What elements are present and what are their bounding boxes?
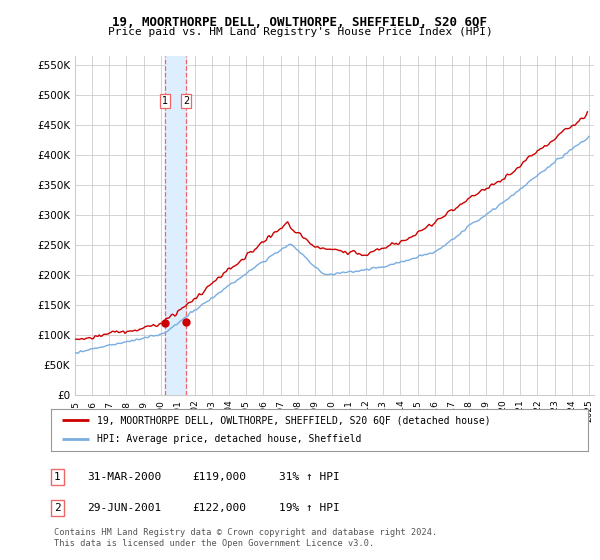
Text: 19% ↑ HPI: 19% ↑ HPI [279, 503, 340, 513]
Text: 31-MAR-2000: 31-MAR-2000 [87, 472, 161, 482]
Text: £119,000: £119,000 [192, 472, 246, 482]
Text: 1: 1 [54, 472, 61, 482]
Text: £122,000: £122,000 [192, 503, 246, 513]
Text: 1: 1 [162, 96, 168, 106]
Text: HPI: Average price, detached house, Sheffield: HPI: Average price, detached house, Shef… [97, 435, 361, 445]
Text: 19, MOORTHORPE DELL, OWLTHORPE, SHEFFIELD, S20 6QF (detached house): 19, MOORTHORPE DELL, OWLTHORPE, SHEFFIEL… [97, 415, 490, 425]
Text: 2: 2 [183, 96, 190, 106]
Text: 19, MOORTHORPE DELL, OWLTHORPE, SHEFFIELD, S20 6QF: 19, MOORTHORPE DELL, OWLTHORPE, SHEFFIEL… [113, 16, 487, 29]
Text: 2: 2 [54, 503, 61, 513]
Text: 31% ↑ HPI: 31% ↑ HPI [279, 472, 340, 482]
Text: Price paid vs. HM Land Registry's House Price Index (HPI): Price paid vs. HM Land Registry's House … [107, 27, 493, 37]
Bar [165, 56, 187, 395]
Text: Contains HM Land Registry data © Crown copyright and database right 2024.
This d: Contains HM Land Registry data © Crown c… [54, 528, 437, 548]
Text: 29-JUN-2001: 29-JUN-2001 [87, 503, 161, 513]
